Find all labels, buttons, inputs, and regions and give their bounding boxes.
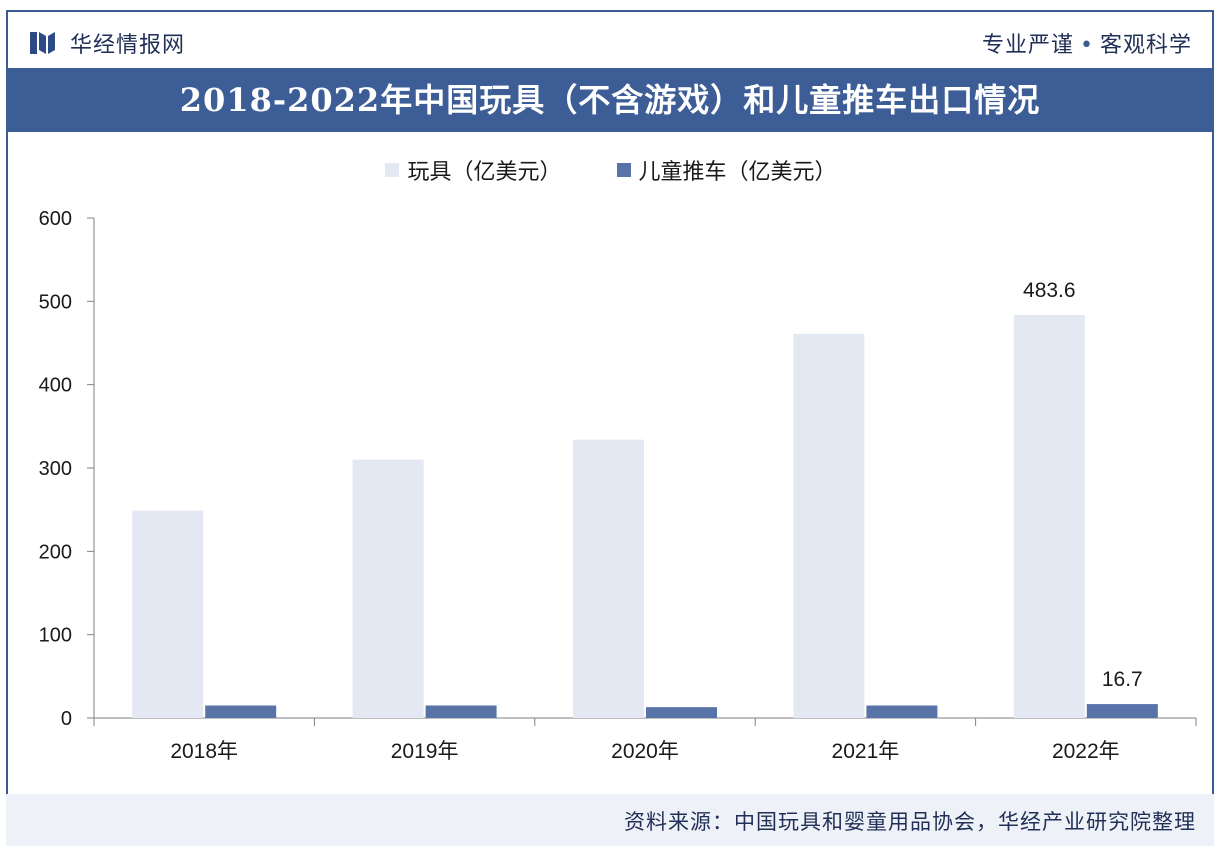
bar-strollers — [425, 705, 497, 718]
y-tick-label: 500 — [39, 291, 72, 313]
bar-toys — [573, 439, 644, 718]
legend-item-toys: 玩具（亿美元） — [385, 154, 562, 186]
y-tick-label: 600 — [39, 208, 72, 230]
bar-strollers — [205, 705, 277, 718]
legend-label-strollers: 儿童推车（亿美元） — [638, 160, 837, 185]
bar-toys — [793, 333, 865, 718]
bar-strollers — [646, 707, 717, 718]
brand-logo-icon — [30, 32, 55, 54]
slogan-right: 客观科学 — [1099, 33, 1192, 58]
bar-toys — [132, 510, 204, 718]
data-label: 16.7 — [1102, 668, 1143, 691]
bar-toys — [352, 459, 424, 718]
header-bar: 华经情报网 专业严谨 • 客观科学 — [6, 10, 1214, 60]
bar-strollers — [1086, 704, 1158, 718]
legend-item-strollers: 儿童推车（亿美元） — [616, 154, 837, 186]
x-tick-label: 2022年 — [1052, 740, 1120, 763]
legend: 玩具（亿美元） 儿童推车（亿美元） — [0, 154, 1222, 186]
slogan: 专业严谨 • 客观科学 — [982, 27, 1192, 59]
y-tick-label: 0 — [61, 708, 72, 730]
source-note: 资料来源：中国玩具和婴童用品协会，华经产业研究院整理 — [624, 810, 1196, 834]
bar-strollers — [866, 705, 938, 718]
slogan-dot: • — [1080, 33, 1094, 58]
footer-band — [6, 794, 1214, 846]
legend-label-toys: 玩具（亿美元） — [407, 160, 562, 185]
legend-swatch-toys — [385, 163, 400, 177]
x-tick-label: 2019年 — [391, 740, 459, 763]
legend-swatch-strollers — [616, 163, 631, 177]
data-label: 483.6 — [1023, 279, 1076, 302]
y-tick-label: 300 — [39, 458, 72, 480]
x-tick-label: 2020年 — [611, 740, 679, 763]
slogan-left: 专业严谨 — [981, 33, 1074, 58]
bar-toys — [1013, 315, 1085, 718]
chart-title: 2018-2022年中国玩具（不含游戏）和儿童推车出口情况 — [6, 68, 1214, 132]
x-tick-label: 2021年 — [832, 740, 900, 763]
y-tick-label: 100 — [39, 625, 72, 647]
y-tick-label: 400 — [39, 375, 72, 397]
y-tick-label: 200 — [39, 541, 72, 563]
x-tick-label: 2018年 — [170, 740, 238, 763]
brand-name: 华经情报网 — [70, 33, 186, 58]
